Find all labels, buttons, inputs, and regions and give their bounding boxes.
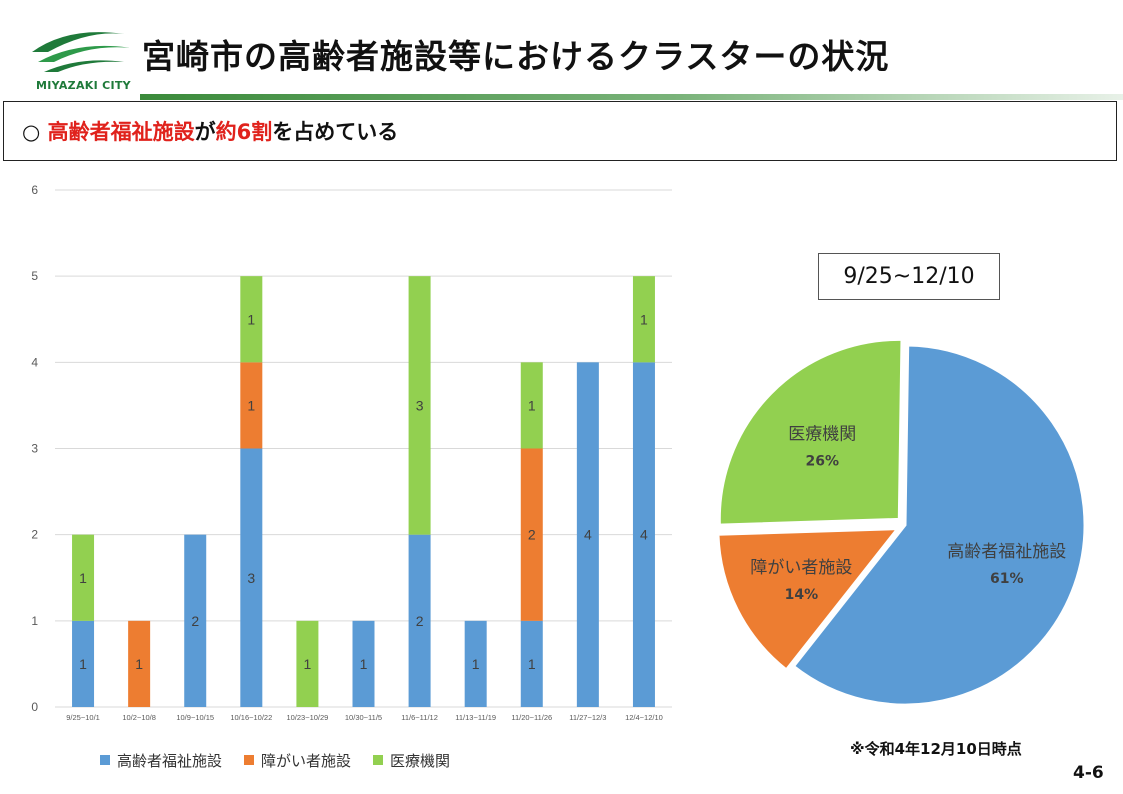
- bar-data-label: 1: [528, 656, 536, 672]
- message-highlight-share: 約6割: [215, 120, 273, 144]
- pie-slice-label: 高齢者福祉施設: [947, 542, 1066, 562]
- bar-data-label: 1: [304, 656, 312, 672]
- x-tick-label: 9/25~10/1: [66, 713, 100, 722]
- legend-swatch-elderly: [100, 755, 110, 765]
- x-tick-label: 10/2~10/8: [122, 713, 156, 722]
- x-tick-label: 10/9~10/15: [176, 713, 214, 722]
- bar-data-label: 4: [584, 527, 592, 543]
- cluster-share-pie-chart: 高齢者福祉施設 61% 障がい者施設 14% 医療機関 26%: [716, 337, 1087, 707]
- x-tick-label: 12/4~12/10: [625, 713, 663, 722]
- bar-data-label: 2: [416, 613, 424, 629]
- bar-segment-elderly: [632, 362, 655, 707]
- bar-segment-disability: [520, 448, 543, 621]
- bar-chart-legend: 高齢者福祉施設 障がい者施設 医療機関: [100, 749, 472, 771]
- logo-mark-icon: [32, 32, 132, 72]
- bar-segment-elderly: [240, 448, 263, 707]
- message-highlight-facility: 高齢者福祉施設: [47, 120, 195, 144]
- bar-data-label: 3: [416, 397, 424, 413]
- x-tick-label: 11/13~11/19: [455, 713, 496, 722]
- pie-slice-elderly: [791, 343, 1087, 707]
- bar-segment-disability: [240, 362, 263, 449]
- legend-label-medical: 医療機関: [390, 751, 451, 770]
- bar-segment-medical: [296, 620, 319, 707]
- pie-slice-disability: [716, 527, 902, 672]
- legend-swatch-medical: [373, 755, 384, 765]
- bar-data-label: 1: [640, 311, 648, 327]
- x-tick-label: 11/27~12/3: [569, 713, 606, 722]
- bar-data-label: 1: [135, 656, 143, 672]
- bar-data-label: 2: [191, 613, 199, 629]
- bar-data-label: 1: [79, 656, 87, 672]
- x-tick-label: 10/23~10/29: [286, 713, 328, 722]
- bar-segment-elderly: [576, 362, 599, 707]
- bar-segment-medical: [72, 534, 95, 621]
- pie-slice-value: 61%: [990, 571, 1024, 587]
- pie-slice-label: 医療機関: [788, 425, 856, 445]
- x-tick-label: 11/6~11/12: [401, 713, 438, 722]
- bar-data-label: 1: [79, 570, 87, 586]
- key-message: ○ 高齢者福祉施設が約6割を占めている: [22, 116, 398, 146]
- bar-data-label: 1: [472, 656, 480, 672]
- weekly-cluster-bar-chart: 0 1 2 3 4 5 6 1 1 9/25~10/1 1 10/2~10/8 2 10/9~10/15 3…: [31, 183, 672, 722]
- bar-data-label: 1: [247, 397, 255, 413]
- bar-data-label: 1: [360, 656, 368, 672]
- bar-segment-elderly: [352, 620, 375, 707]
- page-title: 宮崎市の高齢者施設等におけるクラスターの状況: [142, 37, 890, 76]
- miyazaki-city-logo: MIYAZAKI CITY: [28, 22, 138, 92]
- y-tick-label: 1: [31, 614, 38, 628]
- as-of-date-note: ※令和4年12月10日時点: [850, 740, 1022, 758]
- legend-item-disability: 障がい者施設: [244, 750, 351, 771]
- legend-label-elderly: 高齢者福祉施設: [117, 751, 223, 770]
- x-tick-label: 10/16~10/22: [230, 713, 272, 722]
- y-tick-label: 3: [31, 442, 38, 456]
- message-text: が: [194, 120, 216, 144]
- bar-segment-medical: [240, 276, 263, 363]
- y-tick-label: 2: [31, 528, 38, 542]
- x-tick-label: 11/20~11/26: [511, 713, 552, 722]
- bar-segment-disability: [128, 620, 151, 707]
- key-message-box: ○ 高齢者福祉施設が約6割を占めている: [3, 101, 1117, 161]
- pie-slice-label: 障がい者施設: [750, 558, 852, 578]
- pie-period-label: 9/25~12/10: [818, 253, 1000, 300]
- bar-data-label: 1: [528, 397, 536, 413]
- message-text: を占めている: [272, 120, 399, 144]
- legend-label-disability: 障がい者施設: [261, 751, 352, 770]
- y-tick-label: 6: [31, 183, 38, 197]
- bar-segment-elderly: [520, 620, 543, 707]
- logo-text: MIYAZAKI CITY: [36, 79, 131, 92]
- bar-segment-medical: [632, 276, 655, 363]
- legend-item-elderly: 高齢者福祉施設: [100, 750, 222, 771]
- legend-item-medical: 医療機関: [373, 750, 450, 771]
- pie-slice-value: 26%: [806, 454, 840, 470]
- bar-data-label: 1: [247, 311, 255, 327]
- x-tick-label: 10/30~11/5: [345, 713, 382, 722]
- bar-segment-elderly: [408, 534, 431, 707]
- bar-data-label: 3: [247, 570, 255, 586]
- bar-segment-medical: [408, 276, 431, 535]
- y-tick-label: 5: [31, 269, 38, 283]
- pie-slice-medical: [717, 337, 904, 527]
- bar-segment-elderly: [464, 620, 487, 707]
- pie-slice-value: 14%: [785, 587, 819, 603]
- message-bullet: ○: [22, 120, 41, 144]
- bar-data-label: 2: [528, 527, 536, 543]
- bar-segment-medical: [520, 362, 543, 449]
- y-tick-label: 0: [31, 700, 38, 714]
- bar-segment-elderly: [72, 620, 95, 707]
- page-number: 4-6: [1073, 763, 1104, 783]
- bar-data-label: 4: [640, 527, 648, 543]
- y-tick-label: 4: [31, 355, 38, 369]
- bar-segment-elderly: [184, 534, 207, 707]
- legend-swatch-disability: [244, 755, 255, 765]
- header-rule: [140, 94, 1123, 100]
